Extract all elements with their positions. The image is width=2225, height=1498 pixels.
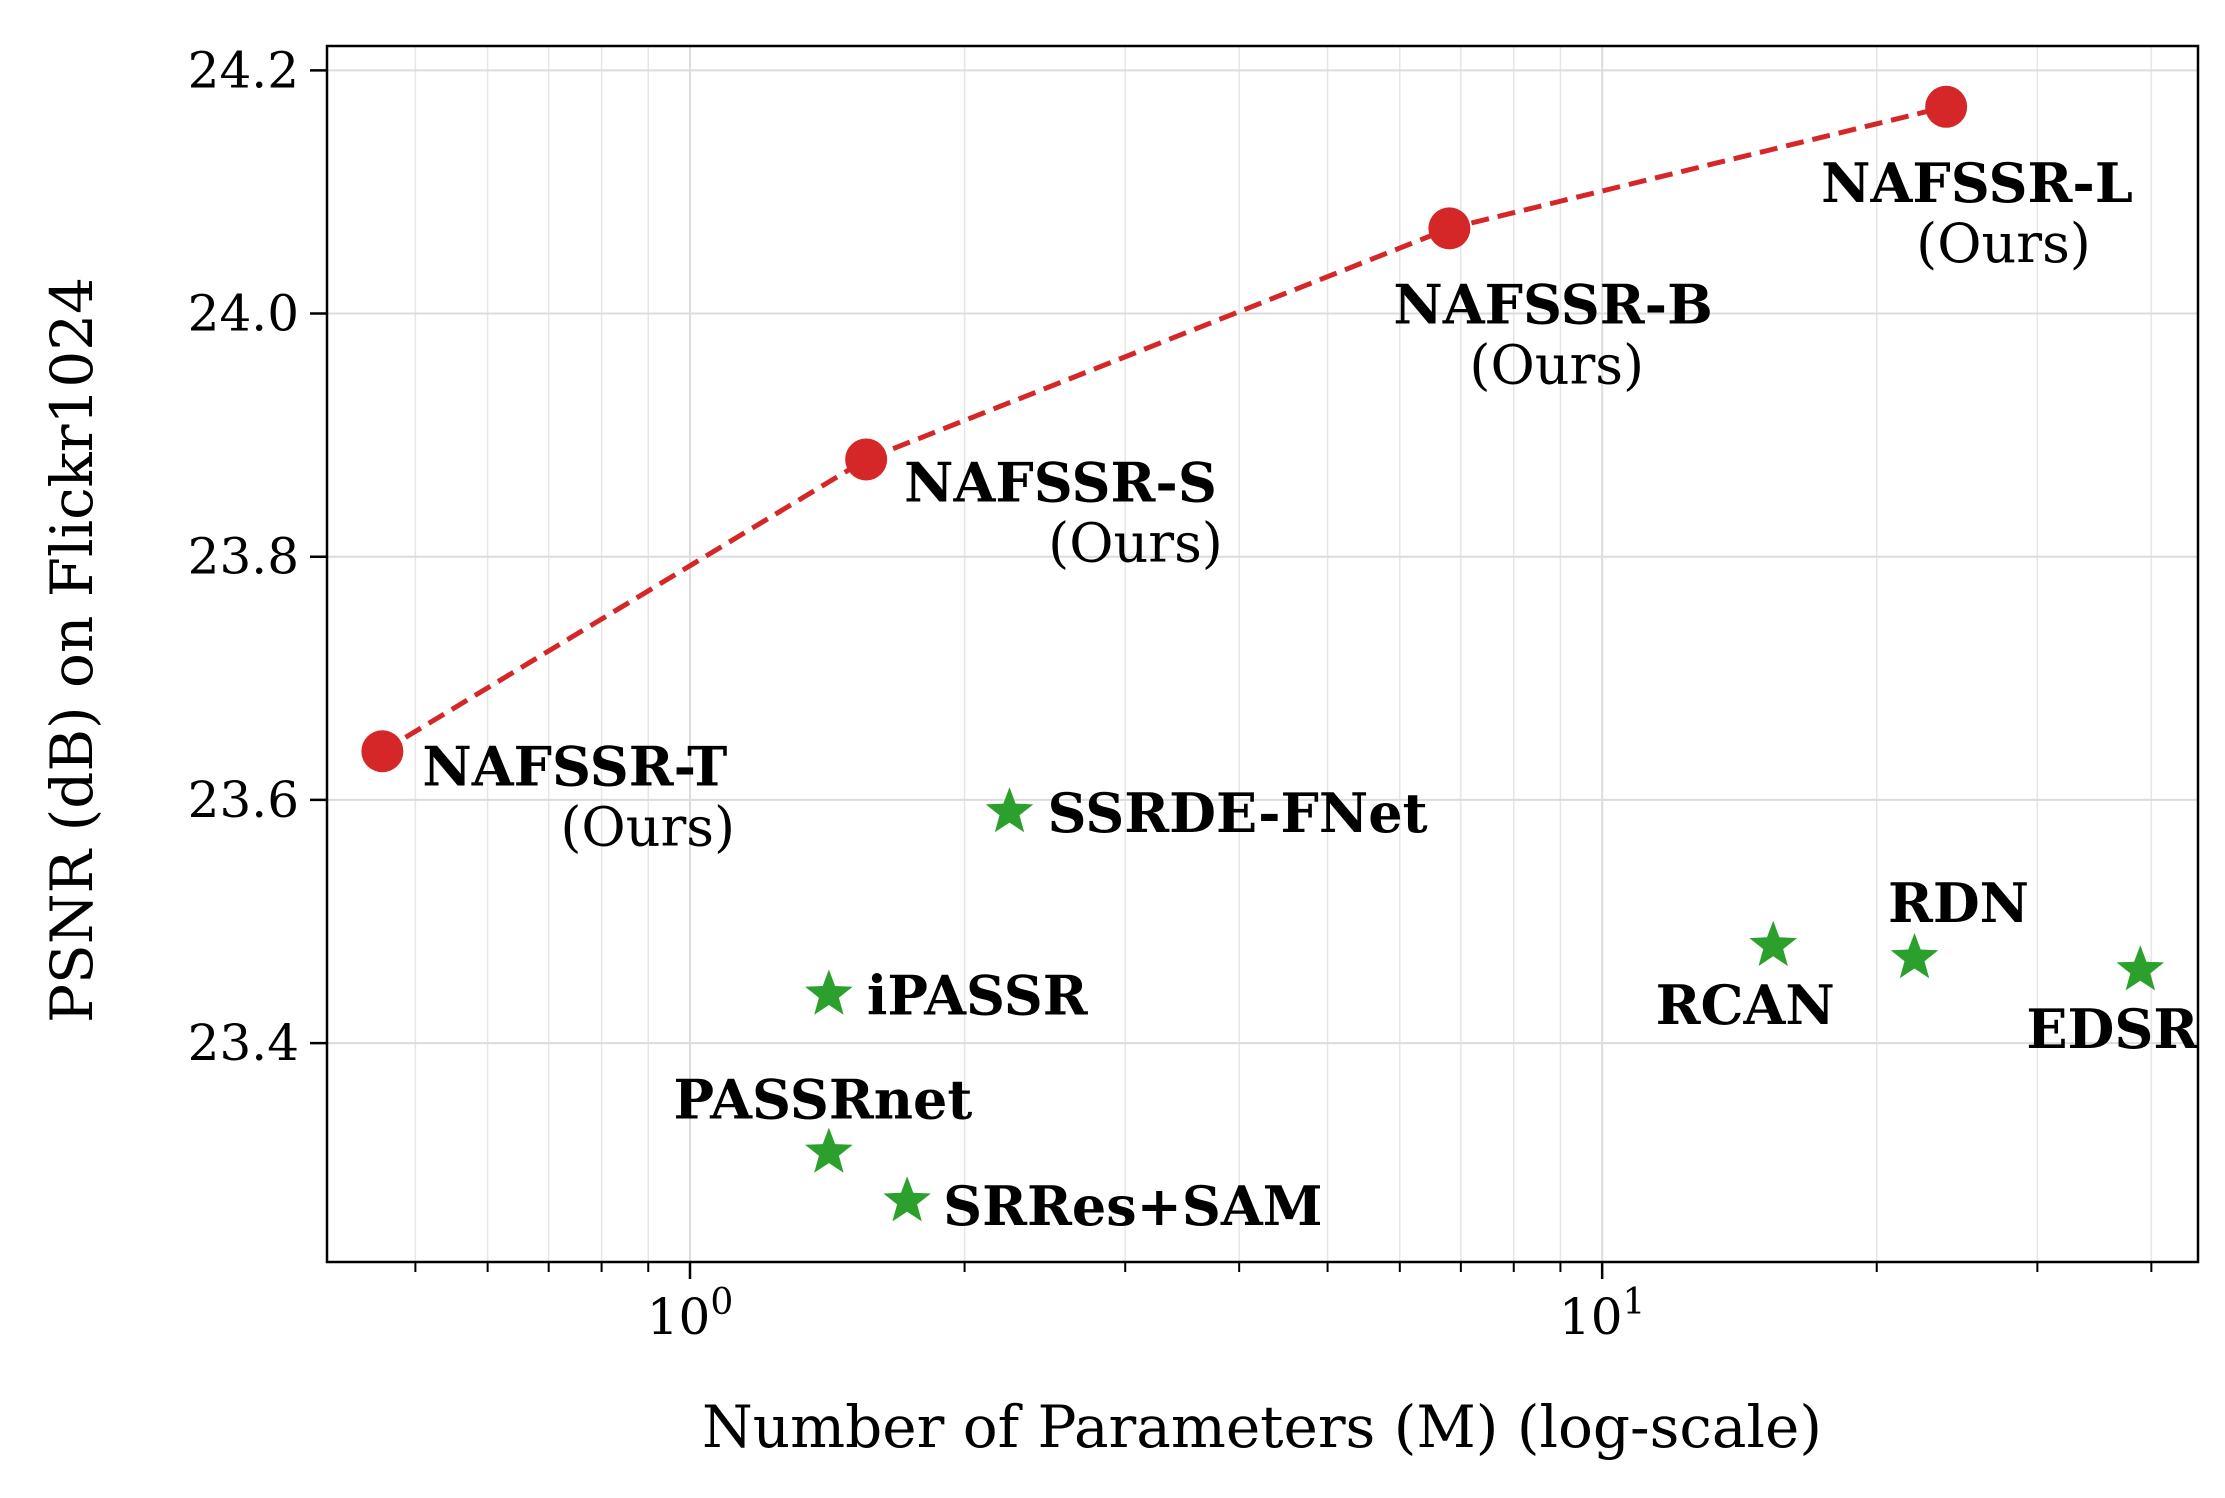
- data-label: EDSR: [2026, 997, 2199, 1061]
- data-label: NAFSSR-B: [1393, 272, 1712, 336]
- data-sublabel: (Ours): [1916, 212, 2091, 275]
- data-point-srres-plus-sam: [883, 1176, 931, 1222]
- data-point-nafssr-b: [1428, 207, 1471, 250]
- series-line: [381, 104, 1947, 754]
- plot-frame: [325, 44, 2200, 1264]
- label-layer: NAFSSR-T(Ours)NAFSSR-S(Ours)NAFSSR-B(Our…: [422, 151, 2199, 1238]
- data-label: RCAN: [1656, 973, 1835, 1037]
- data-point-ssrde-fnet: [985, 787, 1034, 833]
- data-label: PASSRnet: [673, 1068, 972, 1132]
- data-layer: [361, 85, 2165, 1222]
- y-tick-label: 23.8: [188, 528, 299, 586]
- data-point-rdn: [1890, 933, 1939, 979]
- data-point-nafssr-t: [361, 730, 404, 773]
- data-label: NAFSSR-T: [422, 734, 727, 798]
- y-tick-label: 24.2: [188, 41, 299, 99]
- data-sublabel: (Ours): [560, 795, 735, 858]
- y-tick-label: 23.4: [188, 1014, 299, 1072]
- y-tick-label: 23.6: [188, 771, 299, 829]
- data-label: RDN: [1888, 871, 2029, 935]
- data-point-edsr: [2116, 945, 2165, 991]
- data-sublabel: (Ours): [1469, 333, 1644, 396]
- data-label: iPASSR: [867, 963, 1089, 1027]
- x-tick-label: 100: [647, 1282, 734, 1346]
- data-point-ipassr: [805, 969, 853, 1015]
- data-point-rcan: [1749, 920, 1797, 967]
- data-label: NAFSSR-S: [904, 450, 1217, 514]
- y-tick-label: 24.0: [188, 285, 299, 343]
- data-label: NAFSSR-L: [1821, 151, 2133, 215]
- data-point-nafssr-s: [845, 438, 888, 481]
- x-tick-label: 101: [1559, 1282, 1646, 1346]
- grid-layer: [327, 46, 2198, 1262]
- data-label: SRRes+SAM: [943, 1174, 1322, 1238]
- data-point-passrnet: [805, 1127, 853, 1173]
- y-axis-label: PSNR (dB) on Flickr1024: [38, 277, 106, 1023]
- x-axis-label: Number of Parameters (M) (log-scale): [702, 1393, 1822, 1461]
- axes-layer: 100 101 23.4 23.6 23.8 24.0 24.2: [188, 41, 2200, 1346]
- data-point-nafssr-l: [1925, 85, 1968, 128]
- data-label: SSRDE-FNet: [1047, 781, 1427, 845]
- data-sublabel: (Ours): [1048, 511, 1223, 574]
